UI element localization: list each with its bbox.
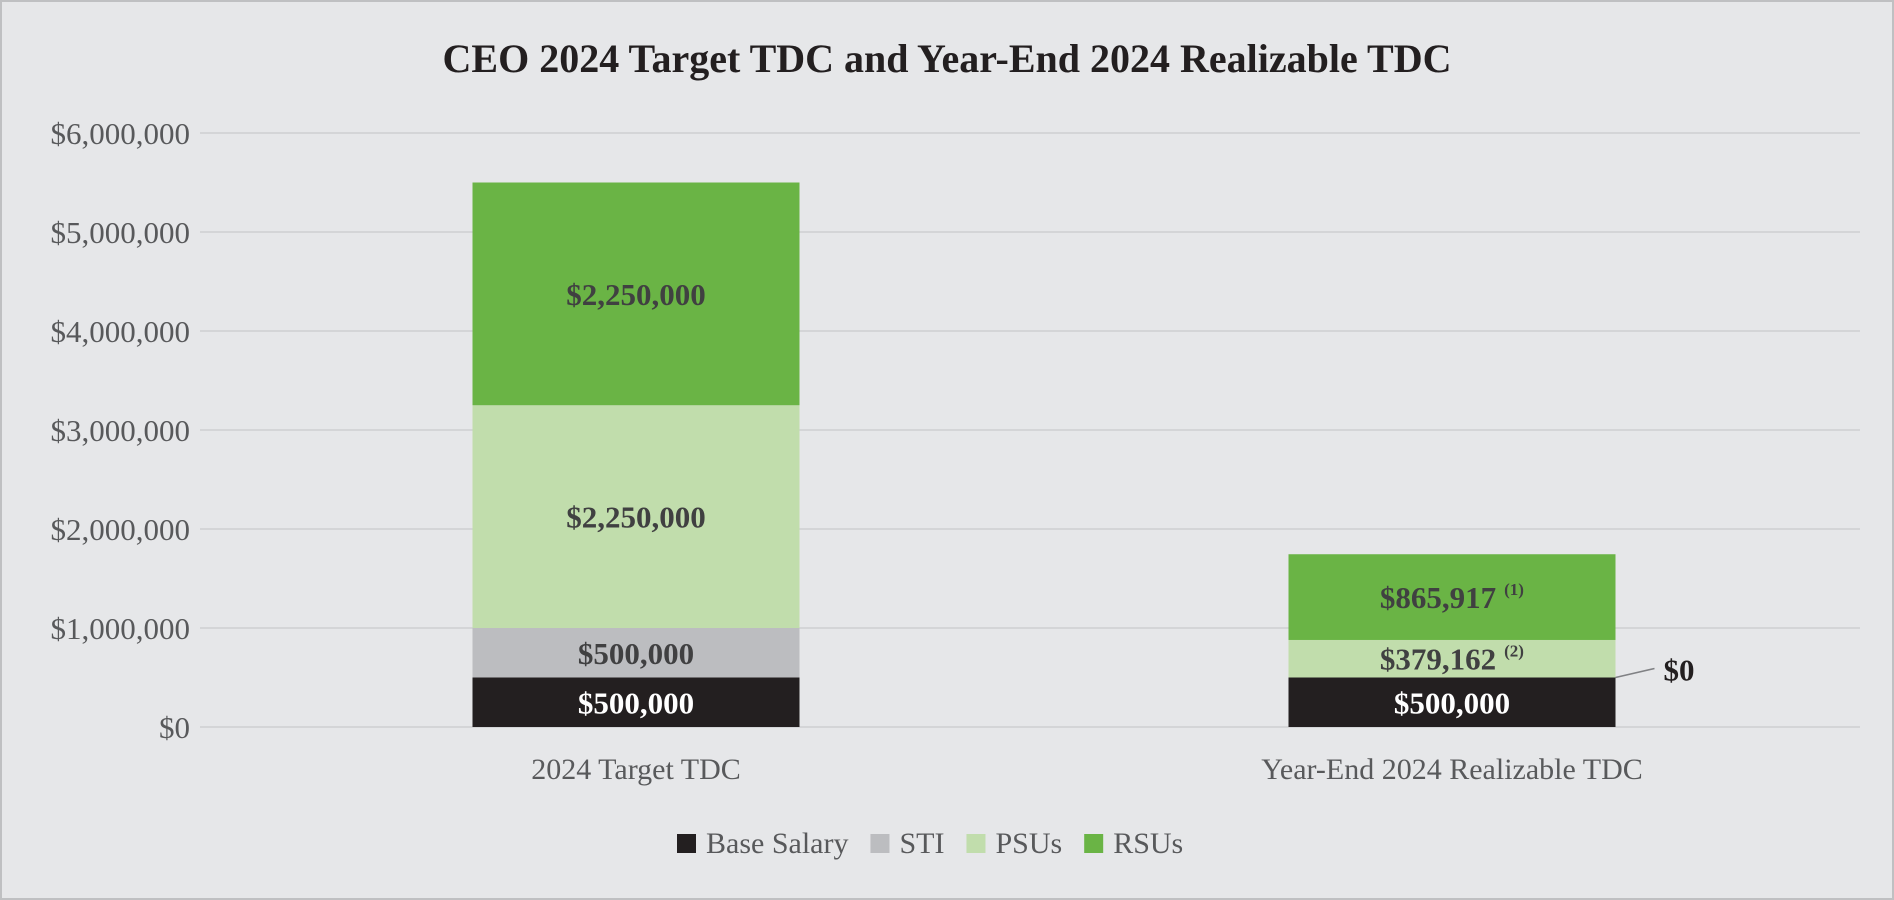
data-label: $2,250,000 xyxy=(566,500,706,535)
legend-label: PSUs xyxy=(995,827,1062,860)
legend-label: STI xyxy=(899,827,944,860)
x-category-label: Year-End 2024 Realizable TDC xyxy=(1261,753,1643,786)
y-tick-label: $4,000,000 xyxy=(51,314,191,349)
y-tick-label: $1,000,000 xyxy=(51,611,191,646)
data-label: $500,000 xyxy=(578,685,694,720)
bar-segment-base-salary xyxy=(1288,677,1616,727)
bar-segment-sti xyxy=(472,628,800,678)
y-tick-label: $0 xyxy=(159,710,190,745)
bar-segment-rsus xyxy=(1288,554,1616,640)
data-label: $865,917 xyxy=(1380,580,1496,615)
data-label: $0 xyxy=(1664,653,1695,688)
y-tick-label: $3,000,000 xyxy=(51,413,191,448)
y-tick-label: $2,000,000 xyxy=(51,512,191,547)
data-label: $500,000 xyxy=(1394,685,1510,720)
data-label: $379,162 xyxy=(1380,642,1496,677)
chart-title: CEO 2024 Target TDC and Year-End 2024 Re… xyxy=(443,36,1452,81)
bar-segment-rsus xyxy=(472,182,800,406)
y-tick-label: $6,000,000 xyxy=(51,116,191,151)
data-label: $2,250,000 xyxy=(566,277,706,312)
legend-label: Base Salary xyxy=(706,827,848,860)
footnote-marker: (2) xyxy=(1504,642,1524,661)
footnote-marker: (1) xyxy=(1504,580,1524,599)
bar-segment-psus xyxy=(472,405,800,628)
data-label: $500,000 xyxy=(578,636,694,671)
legend-swatch xyxy=(677,834,696,853)
legend-swatch xyxy=(966,834,986,853)
x-category-label: 2024 Target TDC xyxy=(531,753,741,786)
legend-swatch xyxy=(870,834,890,853)
bar-segment-psus xyxy=(1288,639,1616,678)
y-tick-label: $5,000,000 xyxy=(51,215,191,250)
legend-swatch xyxy=(1084,834,1104,853)
legend-label: RSUs xyxy=(1113,827,1183,860)
bar-segment-base-salary xyxy=(472,677,800,727)
leader-line xyxy=(1615,667,1655,679)
